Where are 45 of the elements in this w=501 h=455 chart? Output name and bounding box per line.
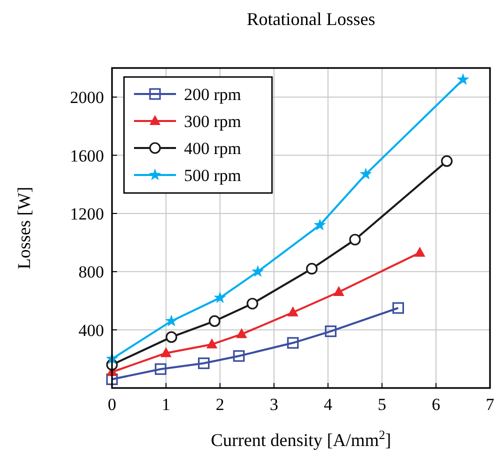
y-tick-label: 1200: [70, 204, 104, 224]
point: [160, 347, 172, 358]
x-tick-label: 0: [108, 395, 116, 414]
legend-label: 500 rpm: [184, 166, 242, 185]
y-tick-label: 1600: [70, 146, 104, 166]
x-tick-label: 5: [378, 395, 386, 414]
x-tick-label: 2: [216, 395, 224, 414]
x-axis-title: Current density [A/mm$^{2}$]: [210, 428, 392, 450]
point: [392, 302, 404, 314]
y-axis-title: Losses [W]: [14, 186, 34, 270]
point: [165, 314, 178, 326]
point: [414, 246, 426, 257]
point: [214, 291, 226, 304]
point: [208, 315, 220, 327]
point: [441, 155, 453, 167]
point: [106, 373, 118, 386]
y-tick-label: 400: [78, 320, 104, 340]
x-tick-label: 1: [162, 395, 170, 414]
point: [349, 234, 361, 246]
point: [333, 286, 344, 296]
x-tick-label: 3: [270, 395, 278, 414]
point: [198, 357, 210, 370]
point: [236, 328, 248, 338]
point: [233, 350, 245, 362]
legend-label: 300 rpm: [184, 112, 242, 131]
point: [360, 168, 372, 180]
y-tick-label: 2000: [70, 88, 104, 108]
legend-label: 400 rpm: [184, 139, 242, 158]
legend-label: 200 rpm: [184, 85, 242, 104]
chart-title: Rotational Losses: [246, 9, 376, 29]
point: [154, 363, 166, 375]
point: [314, 218, 326, 230]
y-tick-label: 800: [78, 262, 104, 282]
point: [287, 306, 298, 316]
point: [246, 298, 258, 310]
point: [306, 262, 318, 275]
point: [206, 338, 218, 348]
point: [324, 325, 336, 338]
x-tick-label: 7: [486, 395, 495, 414]
x-tick-label: 6: [432, 395, 440, 414]
x-tick-label: 4: [324, 395, 333, 414]
point: [456, 73, 470, 85]
point: [166, 331, 178, 343]
point: [287, 337, 299, 349]
point: [252, 265, 264, 277]
